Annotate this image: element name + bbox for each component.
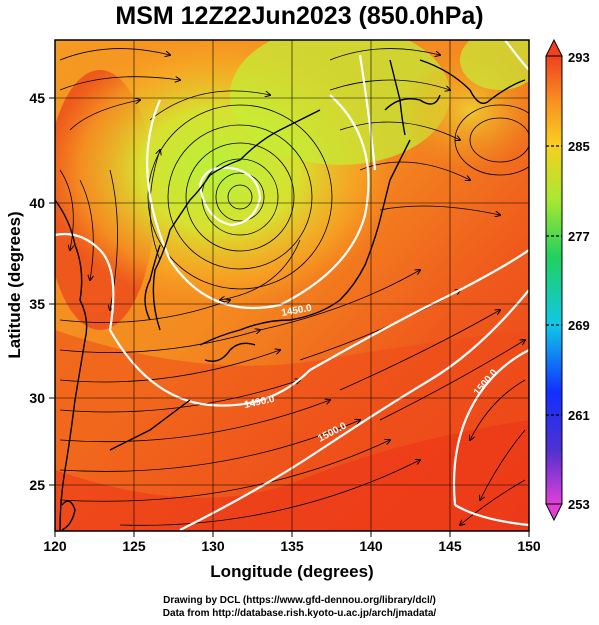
colorbar-tick-269: 269 [568, 318, 590, 333]
colorbar: 293 285 277 269 261 253 [545, 38, 590, 522]
y-tick-labels: 25 30 35 40 45 [29, 90, 45, 493]
y-tick-30: 30 [29, 390, 45, 406]
graticule [55, 40, 529, 531]
temperature-field [55, 40, 529, 531]
x-tick-120: 120 [43, 538, 67, 554]
y-axis-label: Latitude (degrees) [5, 211, 24, 358]
x-tick-130: 130 [201, 538, 225, 554]
y-tick-45: 45 [29, 90, 45, 106]
colorbar-max-arrow [545, 38, 563, 57]
x-tick-140: 140 [359, 538, 383, 554]
tick-marks [49, 97, 530, 537]
colorbar-tick-261: 261 [568, 408, 590, 423]
x-axis-label: Longitude (degrees) [210, 562, 373, 581]
colorbar-tick-293: 293 [568, 50, 590, 65]
x-tick-135: 135 [280, 538, 304, 554]
height-contours [55, 40, 529, 531]
credit-line-dcl: Drawing by DCL (https://www.gfd-dennou.o… [163, 595, 436, 606]
wind-streamlines [59, 48, 529, 526]
y-tick-35: 35 [29, 296, 45, 312]
colorbar-min-arrow [545, 503, 563, 522]
colorbar-tick-277: 277 [568, 229, 590, 244]
x-tick-125: 125 [122, 538, 146, 554]
x-tick-145: 145 [438, 538, 462, 554]
credit-line-data: Data from http://database.rish.kyoto-u.a… [162, 608, 437, 619]
y-tick-25: 25 [29, 477, 45, 493]
x-tick-150: 150 [517, 538, 541, 554]
map-title: MSM 12Z22Jun2023 (850.0hPa) [115, 2, 484, 30]
y-tick-40: 40 [29, 195, 45, 211]
contour-label-1450: 1450.0 [281, 303, 313, 319]
colorbar-tick-253: 253 [568, 497, 590, 512]
colorbar-tick-285: 285 [568, 139, 590, 154]
x-tick-labels: 120 125 130 135 140 145 150 [43, 538, 541, 554]
credits: Drawing by DCL (https://www.gfd-dennou.o… [0, 594, 599, 620]
coastlines [55, 59, 526, 531]
